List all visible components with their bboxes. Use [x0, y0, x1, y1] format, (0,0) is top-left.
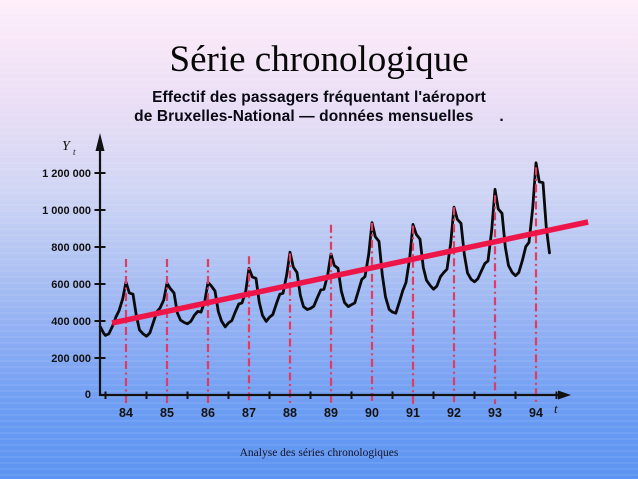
subtitle-line-2: de Bruxelles-National — données mensuell… — [0, 107, 638, 126]
y-tick-label: 600 000 — [51, 279, 91, 291]
y-tick-label: 1 000 000 — [42, 205, 91, 217]
x-axis-arrowhead — [558, 390, 571, 400]
y-tick-label: 0 — [85, 389, 91, 401]
x-year-label: 92 — [447, 406, 461, 420]
y-tick-label: 1 200 000 — [42, 168, 91, 180]
chart-subtitle: Effectif des passagers fréquentant l'aér… — [0, 88, 638, 126]
subtitle-trailing-dot: . — [499, 108, 504, 125]
subtitle-line-2-text: de Bruxelles-National — données mensuell… — [134, 108, 474, 125]
x-axis-symbol: t — [554, 401, 558, 416]
y-axis-symbol: Y — [62, 139, 72, 154]
trend-line — [111, 219, 589, 326]
y-tick-label: 400 000 — [51, 316, 91, 328]
y-axis-symbol-subscript: t — [73, 147, 76, 157]
subtitle-line-1: Effectif des passagers fréquentant l'aér… — [152, 89, 486, 106]
x-year-label: 89 — [324, 406, 338, 420]
x-year-label: 87 — [242, 406, 256, 420]
y-axis-arrowhead — [95, 133, 105, 151]
chart-plot-area: 0 200 000 400 000 600 000 800 000 1 000 000 1 … — [42, 161, 589, 420]
x-year-label: 86 — [201, 406, 215, 420]
x-year-label: 88 — [283, 406, 297, 420]
passenger-series-curve — [98, 161, 551, 338]
x-year-label: 93 — [488, 406, 502, 420]
axes-lines — [98, 148, 560, 397]
x-year-label: 90 — [365, 406, 379, 420]
x-year-label: 94 — [529, 406, 543, 420]
footer-text: Analyse des séries chronologiques — [239, 447, 399, 459]
y-tick-label: 800 000 — [51, 242, 91, 254]
x-year-label: 91 — [406, 406, 420, 420]
x-year-label: 85 — [160, 406, 174, 420]
x-year-label: 84 — [119, 406, 133, 420]
y-tick-label: 200 000 — [51, 353, 91, 365]
page-title: Série chronologique — [169, 39, 469, 80]
